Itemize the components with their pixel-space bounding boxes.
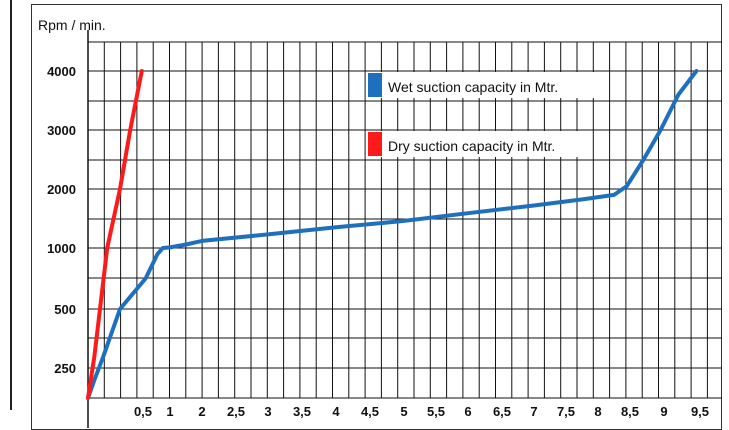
x-tick-label-7: 7: [530, 404, 537, 419]
series-layer: [86, 69, 699, 400]
x-tick-label-8-5: 8,5: [621, 404, 639, 419]
x-tick-label-2: 2: [198, 404, 205, 419]
x-tick-label-8: 8: [594, 404, 601, 419]
legend-label-wet: Wet suction capacity in Mtr.: [388, 79, 558, 95]
legend-swatch-dry: [368, 132, 382, 156]
x-tick-label-9-5: 9,5: [691, 404, 709, 419]
legend-label-dry: Dry suction capacity in Mtr.: [388, 138, 555, 154]
y-tick-label-1000: 1000: [47, 241, 76, 256]
x-tick-label-0-5: 0,5: [134, 404, 152, 419]
y-tick-label-500: 500: [54, 302, 76, 317]
legend-background-0: [368, 72, 594, 98]
x-tick-label-7-5: 7,5: [557, 404, 575, 419]
x-tick-label-6-5: 6,5: [493, 404, 511, 419]
chart-legend: Wet suction capacity in Mtr. Dry suction …: [368, 72, 594, 157]
y-tick-label-2000: 2000: [47, 182, 76, 197]
legend-background-1: [368, 131, 590, 157]
x-tick-label-3-5: 3,5: [293, 404, 311, 419]
left-divider: [10, 0, 12, 410]
y-tick-label-4000: 4000: [47, 64, 76, 79]
series-line-wet: [86, 69, 699, 400]
x-tick-label-9: 9: [660, 404, 667, 419]
y-tick-label-250: 250: [54, 361, 76, 376]
x-tick-label-3: 3: [264, 404, 271, 419]
series-line-dry: [86, 69, 144, 400]
x-tick-labels: 0,5 1 2 2,5 3 3,5 4 4,5 5 5,5 6 6,5 7 7,5 8 8,5 9 9,5: [134, 404, 709, 419]
x-tick-label-6: 6: [464, 404, 471, 419]
x-tick-label-4: 4: [332, 404, 340, 419]
x-tick-label-2-5: 2,5: [227, 404, 245, 419]
x-tick-label-1: 1: [166, 404, 173, 419]
y-tick-label-3000: 3000: [47, 123, 76, 138]
x-tick-label-4-5: 4,5: [361, 404, 379, 419]
x-tick-label-5: 5: [400, 404, 407, 419]
legend-swatch-wet: [368, 73, 382, 97]
x-tick-label-5-5: 5,5: [427, 404, 445, 419]
y-tick-labels: 4000 3000 2000 1000 500 250: [47, 64, 76, 376]
y-axis-label: Rpm / min.: [38, 17, 106, 33]
